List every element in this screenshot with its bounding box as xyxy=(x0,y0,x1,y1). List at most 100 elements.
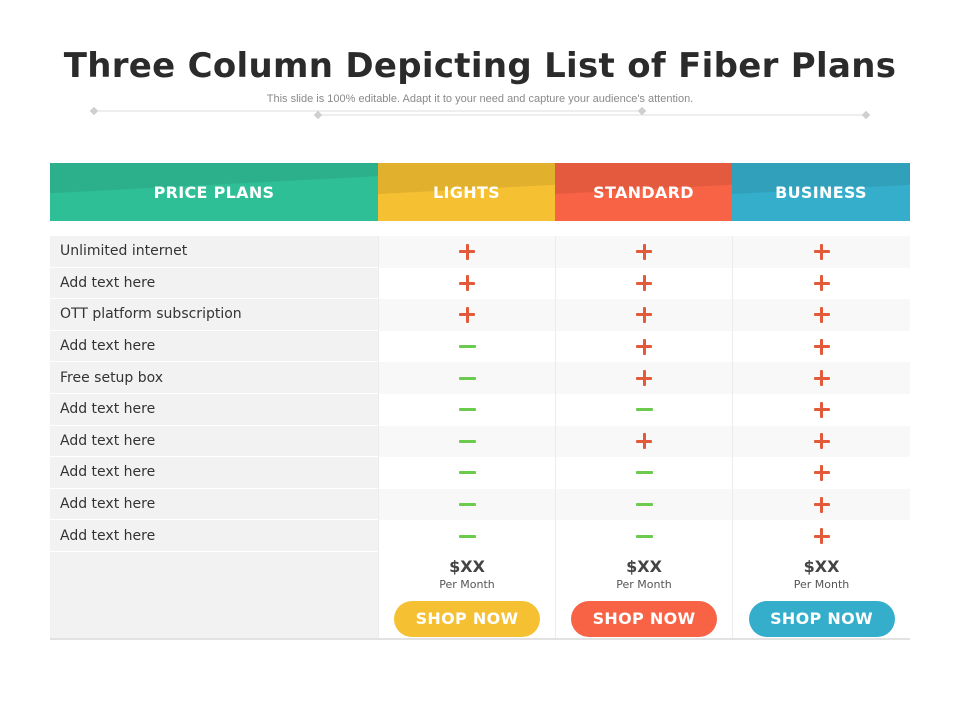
feature-rows: Unlimited internet Add text here OTT platf… xyxy=(50,236,910,552)
table-row: Add text here xyxy=(50,425,910,458)
plus-icon xyxy=(636,433,652,450)
shop-now-button-business[interactable]: SHOP NOW xyxy=(748,600,895,637)
minus-icon xyxy=(458,534,476,538)
plan-price: $XX xyxy=(626,556,662,576)
plus-icon xyxy=(813,338,830,355)
table-row: Add text here xyxy=(50,267,910,300)
plus-icon xyxy=(636,338,652,355)
minus-icon xyxy=(458,345,476,349)
cell-lights xyxy=(378,299,555,331)
feature-label: Free setup box xyxy=(50,362,378,394)
table-row: OTT platform subscription xyxy=(50,299,910,331)
cell-lights xyxy=(378,393,555,426)
footer-label-cell xyxy=(50,551,378,638)
plan-period: Per Month xyxy=(793,577,850,591)
plus-icon xyxy=(459,306,475,323)
plus-icon xyxy=(813,433,830,450)
plus-icon xyxy=(813,464,830,481)
feature-label: Add text here xyxy=(50,425,378,458)
plus-icon xyxy=(459,243,475,260)
minus-icon xyxy=(458,471,476,475)
shop-now-button-lights[interactable]: SHOP NOW xyxy=(394,600,540,637)
table-row: Add text here xyxy=(50,457,910,489)
slide-title: Three Column Depicting List of Fiber Pla… xyxy=(63,46,897,86)
cell-business xyxy=(732,362,910,394)
cell-business xyxy=(732,520,910,552)
cell-standard xyxy=(555,488,732,521)
header-standard: STANDARD xyxy=(555,163,732,221)
feature-label: Unlimited internet xyxy=(50,236,378,268)
cell-standard xyxy=(555,330,732,363)
table-row: Add text here xyxy=(50,330,910,363)
feature-label: Add text here xyxy=(50,393,378,426)
plus-icon xyxy=(813,370,830,387)
pricing-table: PRICE PLANS LIGHTS STANDARD BUSINESS Unl… xyxy=(50,163,910,640)
table-row: Add text here xyxy=(50,488,910,521)
minus-icon xyxy=(635,408,653,412)
table-header: PRICE PLANS LIGHTS STANDARD BUSINESS xyxy=(50,163,910,221)
cell-standard xyxy=(555,362,732,394)
plan-lights: $XX Per Month SHOP NOW xyxy=(378,551,555,638)
plus-icon xyxy=(813,243,830,260)
cell-business xyxy=(732,330,910,363)
plus-icon xyxy=(813,401,830,418)
plus-icon xyxy=(813,496,830,513)
cell-business xyxy=(732,457,910,489)
plan-business: $XX Per Month SHOP NOW xyxy=(732,551,910,638)
minus-icon xyxy=(458,408,476,412)
shop-now-button-standard[interactable]: SHOP NOW xyxy=(571,600,717,637)
feature-label: Add text here xyxy=(50,520,378,552)
header-business: BUSINESS xyxy=(732,163,910,221)
cell-lights xyxy=(378,520,555,552)
cell-lights xyxy=(378,267,555,300)
cell-standard xyxy=(555,393,732,426)
header-price-plans: PRICE PLANS xyxy=(50,163,378,221)
cell-standard xyxy=(555,236,732,268)
cell-lights xyxy=(378,362,555,394)
plan-period: Per Month xyxy=(439,577,495,591)
cell-lights xyxy=(378,330,555,363)
cell-business xyxy=(732,236,910,268)
plus-icon xyxy=(636,243,652,260)
feature-label: Add text here xyxy=(50,330,378,363)
cell-business xyxy=(732,267,910,300)
cell-business xyxy=(732,393,910,426)
cell-lights xyxy=(378,425,555,458)
cell-business xyxy=(732,299,910,331)
minus-icon xyxy=(635,471,653,475)
cell-standard xyxy=(555,520,732,552)
feature-label: Add text here xyxy=(50,457,378,489)
plus-icon xyxy=(813,528,830,545)
minus-icon xyxy=(458,503,476,507)
plan-standard: $XX Per Month SHOP NOW xyxy=(555,551,732,638)
table-row: Unlimited internet xyxy=(50,236,910,268)
feature-label: OTT platform subscription xyxy=(50,299,378,331)
plus-icon xyxy=(636,306,652,323)
cell-lights xyxy=(378,236,555,268)
plus-icon xyxy=(459,275,475,292)
minus-icon xyxy=(635,534,653,538)
cell-standard xyxy=(555,267,732,300)
pricing-footer: $XX Per Month SHOP NOW $XX Per Month SHO… xyxy=(50,551,910,640)
feature-label: Add text here xyxy=(50,488,378,521)
feature-label: Add text here xyxy=(50,267,378,300)
minus-icon xyxy=(458,376,476,380)
minus-icon xyxy=(458,439,476,443)
table-row: Free setup box xyxy=(50,362,910,394)
plan-price: $XX xyxy=(449,556,485,576)
table-row: Add text here xyxy=(50,520,910,552)
header-lights: LIGHTS xyxy=(378,163,555,221)
slide-subtitle: This slide is 100% editable. Adapt it to… xyxy=(266,93,694,105)
decorative-divider xyxy=(90,106,870,120)
plus-icon xyxy=(813,306,830,323)
cell-business xyxy=(732,425,910,458)
cell-standard xyxy=(555,457,732,489)
plus-icon xyxy=(636,370,652,387)
cell-lights xyxy=(378,457,555,489)
cell-business xyxy=(732,488,910,521)
cell-standard xyxy=(555,299,732,331)
plan-price: $XX xyxy=(803,556,840,576)
cell-lights xyxy=(378,488,555,521)
table-row: Add text here xyxy=(50,393,910,426)
minus-icon xyxy=(635,503,653,507)
